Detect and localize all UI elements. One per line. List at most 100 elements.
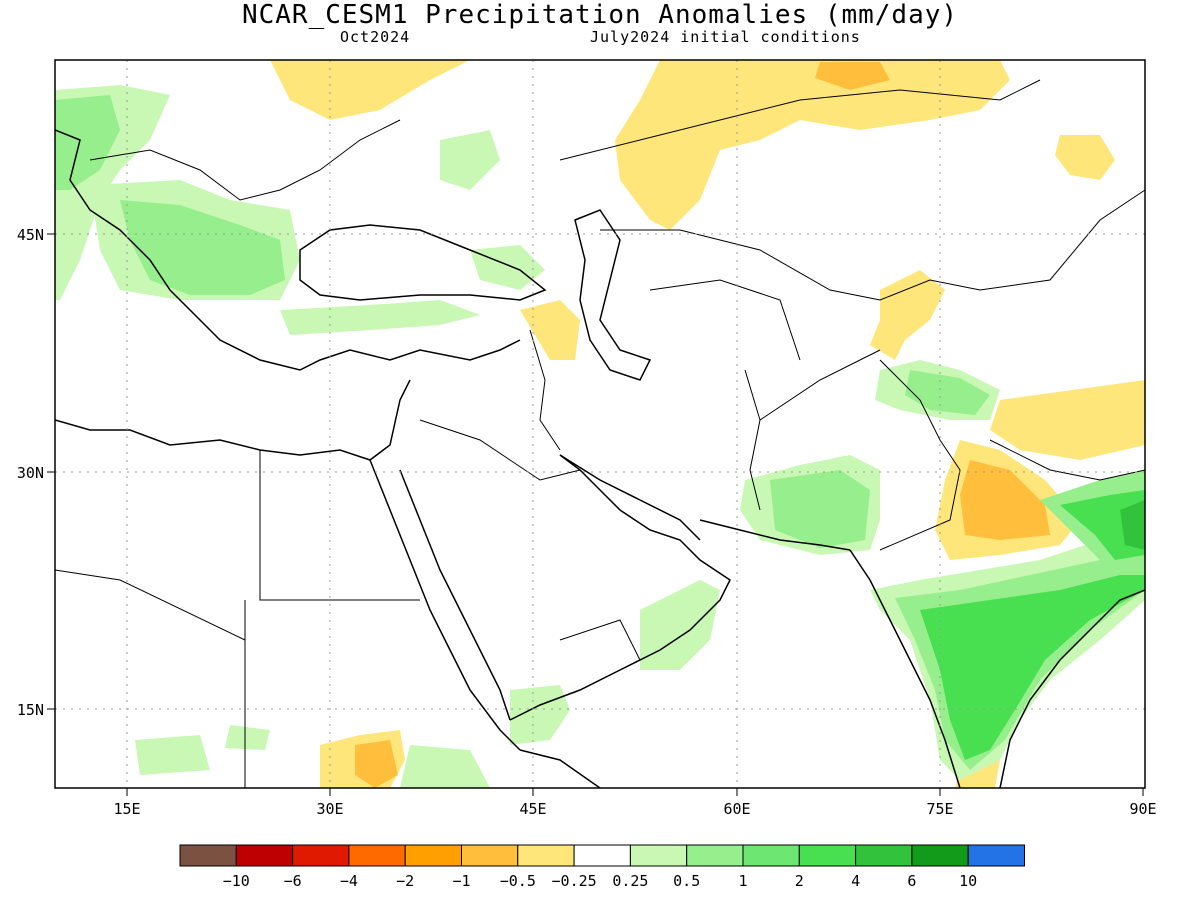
colorbar-label: 10 [959,872,977,890]
map-title: NCAR_CESM1 Precipitation Anomalies (mm/d… [241,0,959,30]
india-east-coast [999,589,1145,788]
colorbar-label: −6 [284,872,302,890]
colorbar-label: −0.5 [500,872,536,890]
colorbar-label: 2 [795,872,804,890]
wet-anomaly-india-core [920,575,1145,760]
wet-anomaly-europe-west-core [55,95,120,190]
europe-coast [55,129,521,371]
lat-label-15n: 15N [17,701,44,719]
graticule [55,60,1145,788]
wet-anomaly-anatolia [280,300,480,335]
border-kazakh-south [600,229,881,301]
wet-anomaly-bangladesh-peak [1120,500,1145,550]
dry-anomaly-tien-shan [870,270,945,360]
country-borders [55,79,1145,788]
anomaly-shading [55,60,1145,788]
colorbar-labels: −10 −6 −4 −2 −1 −0.5 −0.25 0.25 0.5 1 2 4 6 10 [223,872,977,890]
colorbar-label: −0.25 [552,872,597,890]
border-russia-kazakh [559,79,1041,161]
colorbar-label: 4 [851,872,860,890]
colorbar-label: −4 [340,872,358,890]
colorbar-swatch [686,844,744,867]
dry-anomaly-north-russia [270,60,470,120]
border-libya-chad [55,569,246,641]
border-oman-yemen [559,619,641,661]
lon-label-90e: 90E [1129,800,1156,818]
red-sea-west [369,459,521,751]
colorbar-label: 0.25 [612,872,648,890]
wet-anomaly-bangladesh-core [1060,490,1145,560]
colorbar-swatch [179,844,237,867]
dry-anomaly-south-india [955,760,1000,788]
border-nepal [989,439,1145,481]
colorbar-label: 6 [907,872,916,890]
coastlines [55,129,1145,788]
wet-anomaly-pakistan-core [770,470,870,548]
colorbar-swatch [461,844,519,867]
wet-anomaly-balkans-core [120,200,285,295]
border-china-west [879,189,1145,301]
dry-anomaly-mongolia [1055,135,1115,180]
lon-label-15e: 15E [113,800,140,818]
border-afghan-pak [759,349,881,421]
colorbar-label: 1 [738,872,747,890]
colorbar-swatch [798,844,857,867]
colorbar-label: −2 [396,872,414,890]
lat-label-45n: 45N [17,226,44,244]
wet-anomaly-caspian-west [470,245,545,290]
forecast-month: Oct2024 [340,28,411,46]
dry-anomaly-ethiopia-core [355,740,398,788]
latitude-labels: 45N 30N 15N [17,226,44,719]
plot-frame [54,59,1146,789]
border-turkmen-uzbek [649,279,801,361]
colorbar-swatch [855,844,913,867]
colorbar-swatch [235,844,294,867]
lon-label-45e: 45E [519,800,546,818]
arabia-coast [509,454,731,721]
lat-label-30n: 30N [17,464,44,482]
colorbar-label: −1 [452,872,470,890]
colorbar-label: −10 [223,872,250,890]
border-iran-afghan [744,369,761,511]
colorbar-swatch [517,844,575,867]
colorbar [179,844,1026,867]
dry-anomaly-north-india-core [960,460,1050,540]
red-sea-east [399,469,511,721]
colorbar-swatch [404,844,463,867]
border-europe [89,119,401,201]
wet-anomaly-kashmir-core [905,370,990,415]
mediterranean-south [55,379,411,461]
horn-africa [519,749,601,788]
lon-label-30e: 30E [316,800,343,818]
persian-gulf [559,454,701,541]
colorbar-swatch [292,844,350,867]
initial-conditions: July2024 initial conditions [590,28,861,46]
border-iran-iraq [529,329,561,451]
dry-anomaly-kazakhstan [615,60,1010,230]
colorbar-swatch [348,844,406,867]
wet-anomaly-sudan-east [225,725,270,750]
border-saudi-north [419,419,581,481]
dry-anomaly-tibet [990,380,1145,460]
border-egypt-libya [259,450,420,601]
caspian-sea [574,209,652,381]
longitude-labels: 15E 30E 45E 60E 75E 90E [113,800,1156,818]
dry-anomaly-caucasus [520,300,580,360]
dry-anomaly-kazakhstan-core [815,62,890,90]
wet-anomaly-oman [640,580,720,670]
black-sea [299,224,547,301]
colorbar-swatch [967,844,1026,867]
border-pak-india [879,359,961,551]
india-west-coast [849,549,961,788]
colorbar-swatch [742,844,800,867]
wet-anomaly-sudan [135,735,210,775]
lon-label-60e: 60E [723,800,750,818]
iran-coast [699,519,851,551]
colorbar-swatch [911,844,969,867]
wet-anomaly-horn-africa [400,745,490,788]
colorbar-swatch [629,844,688,867]
colorbar-label: 0.5 [673,872,700,890]
axis-ticks [47,233,1144,796]
colorbar-swatch [573,844,631,867]
